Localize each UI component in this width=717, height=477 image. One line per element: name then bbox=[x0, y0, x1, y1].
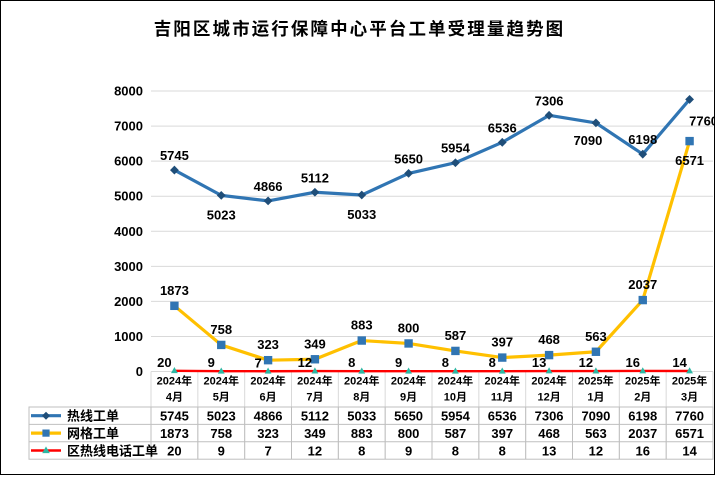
svg-text:8000: 8000 bbox=[114, 84, 143, 99]
svg-text:563: 563 bbox=[585, 426, 607, 441]
svg-text:8: 8 bbox=[499, 444, 506, 459]
svg-text:5023: 5023 bbox=[207, 207, 236, 222]
svg-text:12: 12 bbox=[298, 355, 312, 370]
svg-text:1873: 1873 bbox=[160, 426, 189, 441]
svg-text:9: 9 bbox=[405, 444, 412, 459]
svg-text:7: 7 bbox=[264, 444, 271, 459]
svg-text:2037: 2037 bbox=[628, 277, 657, 292]
svg-text:1000: 1000 bbox=[114, 329, 143, 344]
svg-text:16: 16 bbox=[636, 444, 650, 459]
svg-text:5112: 5112 bbox=[301, 170, 329, 185]
svg-text:6571: 6571 bbox=[675, 426, 704, 441]
svg-text:20: 20 bbox=[157, 355, 171, 370]
svg-text:8: 8 bbox=[348, 355, 355, 370]
svg-text:热线工单: 热线工单 bbox=[67, 409, 119, 424]
svg-text:4866: 4866 bbox=[254, 179, 283, 194]
svg-text:323: 323 bbox=[257, 426, 279, 441]
svg-text:9: 9 bbox=[395, 355, 402, 370]
svg-text:7306: 7306 bbox=[535, 409, 564, 424]
svg-text:8: 8 bbox=[489, 355, 496, 370]
svg-text:883: 883 bbox=[351, 318, 373, 333]
svg-text:397: 397 bbox=[491, 426, 513, 441]
svg-text:14: 14 bbox=[672, 355, 687, 370]
svg-text:758: 758 bbox=[210, 322, 232, 337]
svg-text:6536: 6536 bbox=[488, 120, 517, 135]
svg-text:5000: 5000 bbox=[114, 189, 143, 204]
svg-text:5023: 5023 bbox=[207, 409, 236, 424]
svg-text:7760: 7760 bbox=[675, 409, 704, 424]
svg-text:6198: 6198 bbox=[628, 409, 657, 424]
svg-text:9: 9 bbox=[208, 355, 215, 370]
svg-text:349: 349 bbox=[304, 336, 326, 351]
svg-text:587: 587 bbox=[445, 328, 467, 343]
svg-text:7760: 7760 bbox=[689, 113, 715, 128]
svg-text:5745: 5745 bbox=[160, 148, 189, 163]
svg-text:8: 8 bbox=[442, 355, 449, 370]
svg-text:4866: 4866 bbox=[254, 409, 283, 424]
svg-text:4000: 4000 bbox=[114, 224, 143, 239]
svg-text:5745: 5745 bbox=[160, 409, 189, 424]
svg-text:6571: 6571 bbox=[675, 153, 704, 168]
svg-text:323: 323 bbox=[257, 337, 279, 352]
svg-text:7000: 7000 bbox=[114, 119, 143, 134]
svg-text:14: 14 bbox=[682, 444, 697, 459]
svg-text:9: 9 bbox=[218, 444, 225, 459]
svg-text:16: 16 bbox=[626, 355, 640, 370]
svg-text:7090: 7090 bbox=[573, 133, 602, 148]
svg-text:800: 800 bbox=[398, 426, 420, 441]
svg-text:7306: 7306 bbox=[535, 93, 564, 108]
svg-text:468: 468 bbox=[538, 426, 560, 441]
svg-text:12: 12 bbox=[579, 355, 593, 370]
svg-text:13: 13 bbox=[542, 444, 556, 459]
svg-text:3000: 3000 bbox=[114, 259, 143, 274]
svg-text:6198: 6198 bbox=[628, 132, 657, 147]
svg-text:网格工单: 网格工单 bbox=[67, 426, 119, 441]
svg-text:587: 587 bbox=[445, 426, 467, 441]
svg-text:5033: 5033 bbox=[347, 207, 376, 222]
svg-text:6000: 6000 bbox=[114, 154, 143, 169]
svg-text:2037: 2037 bbox=[628, 426, 657, 441]
svg-text:5033: 5033 bbox=[347, 409, 376, 424]
svg-text:13: 13 bbox=[532, 355, 546, 370]
svg-text:397: 397 bbox=[491, 335, 513, 350]
svg-text:5954: 5954 bbox=[441, 141, 471, 156]
svg-text:1873: 1873 bbox=[160, 283, 189, 298]
svg-text:5650: 5650 bbox=[394, 151, 423, 166]
svg-text:5112: 5112 bbox=[301, 409, 329, 424]
svg-text:758: 758 bbox=[210, 426, 232, 441]
svg-text:7: 7 bbox=[254, 355, 261, 370]
svg-text:6536: 6536 bbox=[488, 409, 517, 424]
svg-text:563: 563 bbox=[585, 329, 607, 344]
svg-text:8: 8 bbox=[358, 444, 365, 459]
svg-text:12: 12 bbox=[589, 444, 603, 459]
svg-text:468: 468 bbox=[538, 332, 560, 347]
svg-text:5650: 5650 bbox=[394, 409, 423, 424]
svg-text:20: 20 bbox=[167, 444, 181, 459]
svg-text:7090: 7090 bbox=[581, 409, 610, 424]
svg-text:800: 800 bbox=[398, 320, 420, 335]
svg-text:区热线电话工单: 区热线电话工单 bbox=[67, 444, 158, 459]
svg-text:12: 12 bbox=[308, 444, 322, 459]
svg-text:349: 349 bbox=[304, 426, 326, 441]
svg-text:2000: 2000 bbox=[114, 294, 143, 309]
svg-text:5954: 5954 bbox=[441, 409, 471, 424]
svg-text:8: 8 bbox=[452, 444, 459, 459]
svg-text:883: 883 bbox=[351, 426, 373, 441]
svg-text:0: 0 bbox=[136, 364, 143, 379]
